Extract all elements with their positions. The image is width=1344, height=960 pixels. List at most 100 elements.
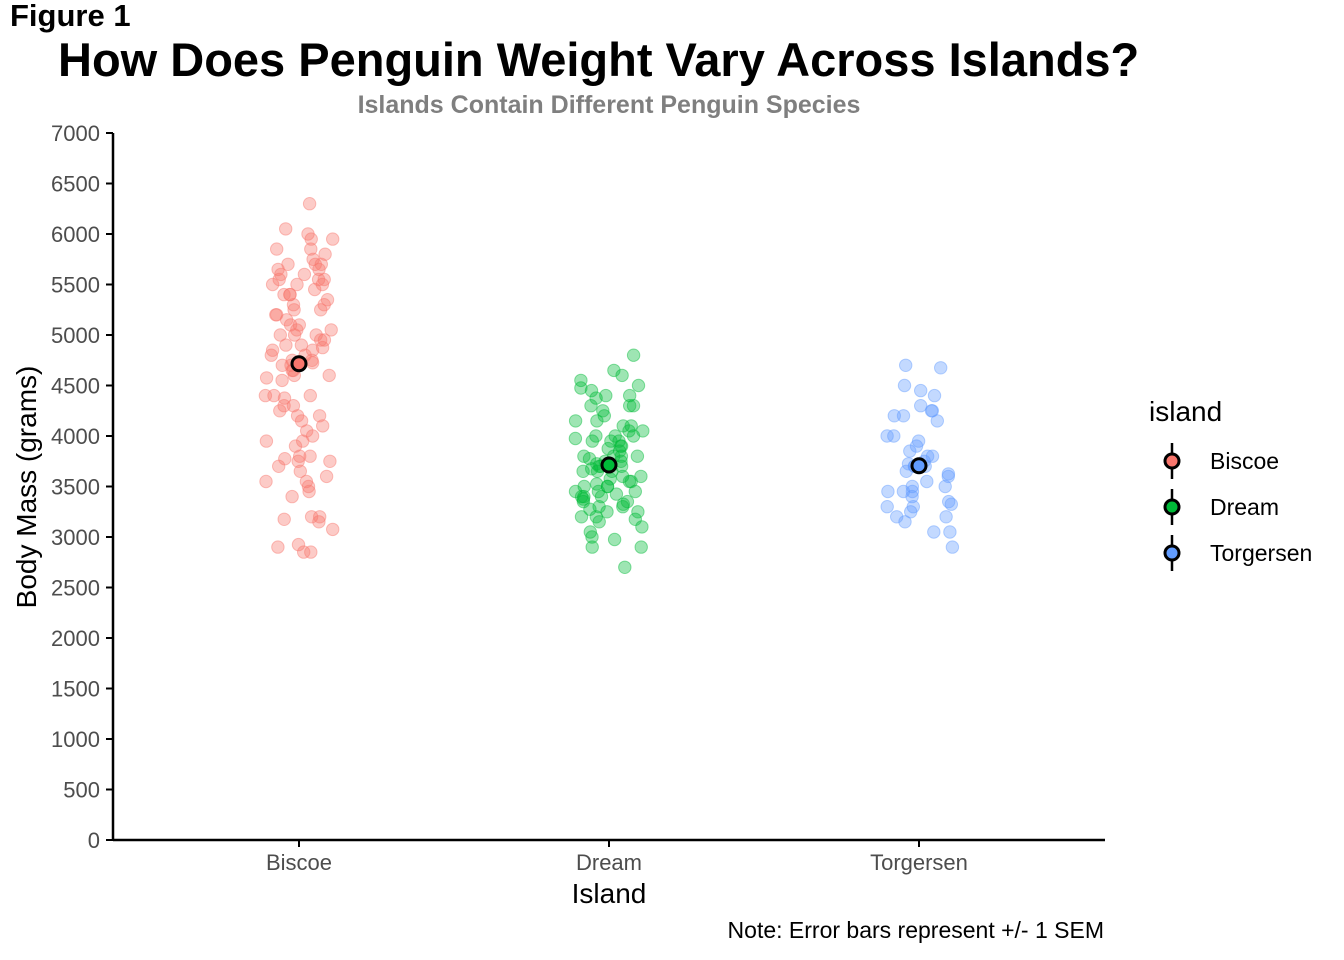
data-point-dream	[626, 429, 641, 443]
data-point-dream	[589, 391, 603, 405]
data-point-biscoe	[313, 510, 327, 524]
data-point-biscoe	[323, 454, 337, 468]
data-point-torgersen	[939, 510, 953, 524]
y-tick-label: 2500	[51, 576, 100, 601]
data-point-torgersen	[938, 479, 952, 494]
data-point-dream	[614, 449, 629, 463]
data-point-torgersen	[896, 409, 911, 423]
data-point-biscoe	[306, 252, 320, 266]
data-point-torgersen	[941, 467, 956, 481]
data-point-torgersen	[881, 484, 895, 499]
data-point-biscoe	[273, 404, 287, 418]
x-axis-title: Island	[572, 878, 647, 909]
data-point-biscoe	[312, 262, 326, 277]
data-point-biscoe	[308, 282, 322, 297]
data-point-biscoe	[314, 303, 328, 317]
data-point-biscoe	[304, 545, 318, 559]
data-point-biscoe	[274, 267, 288, 282]
data-point-biscoe	[297, 267, 312, 282]
data-point-torgersen	[925, 449, 940, 463]
data-point-torgersen	[898, 515, 912, 529]
y-tick-label: 4000	[51, 424, 100, 449]
data-point-biscoe	[285, 489, 299, 504]
data-point-torgersen	[924, 404, 939, 418]
data-point-torgersen	[944, 497, 958, 511]
data-point-dream	[622, 474, 637, 489]
x-tick-label: Torgersen	[870, 850, 968, 875]
data-point-biscoe	[302, 484, 316, 499]
data-point-biscoe	[293, 464, 307, 478]
data-point-biscoe	[303, 449, 317, 463]
data-point-dream	[607, 532, 622, 547]
data-point-torgersen	[897, 378, 912, 393]
data-point-dream	[590, 477, 604, 491]
y-tick-label: 500	[63, 778, 100, 803]
data-point-dream	[628, 484, 642, 499]
data-point-dream	[600, 505, 614, 519]
data-point-biscoe	[319, 469, 334, 484]
data-point-torgersen	[880, 429, 894, 443]
data-point-dream	[624, 474, 638, 489]
data-point-biscoe	[283, 318, 298, 332]
data-point-dream	[616, 500, 630, 514]
data-point-dream	[574, 510, 589, 524]
data-point-dream	[594, 489, 609, 504]
data-point-biscoe	[259, 371, 274, 385]
figure-label: Figure 1	[10, 0, 131, 33]
data-point-dream	[585, 434, 599, 448]
data-point-biscoe	[301, 479, 316, 494]
data-point-dream	[589, 510, 603, 524]
data-point-biscoe	[301, 227, 315, 241]
data-point-torgersen	[927, 388, 942, 403]
chart-title: How Does Penguin Weight Vary Across Isla…	[58, 33, 1140, 86]
y-tick-label: 6500	[51, 172, 100, 197]
data-point-torgersen	[914, 399, 928, 413]
data-point-biscoe	[294, 338, 309, 352]
data-point-biscoe	[315, 277, 330, 292]
y-tick-label: 1500	[51, 677, 100, 702]
x-tick-label: Biscoe	[266, 850, 332, 875]
data-point-biscoe	[312, 409, 327, 423]
data-point-dream	[631, 505, 645, 519]
data-point-dream	[600, 479, 615, 494]
data-point-torgersen	[914, 383, 928, 398]
data-point-dream	[574, 373, 588, 388]
data-point-biscoe	[288, 439, 303, 453]
data-point-dream	[592, 500, 606, 514]
data-point-biscoe	[270, 242, 284, 256]
data-point-biscoe	[290, 409, 305, 423]
data-point-biscoe	[271, 540, 285, 554]
data-point-biscoe	[271, 262, 285, 277]
data-point-torgersen	[887, 429, 901, 443]
data-point-biscoe	[278, 452, 292, 466]
data-point-dream	[615, 469, 630, 484]
data-point-biscoe	[259, 434, 274, 448]
legend-item-torgersen: Torgersen	[1163, 535, 1312, 571]
data-point-dream	[616, 419, 630, 433]
y-axis-title: Body Mass (grams)	[11, 366, 42, 609]
data-point-biscoe	[309, 328, 323, 342]
data-point-dream	[634, 540, 648, 554]
mean-marker-dream	[600, 456, 618, 474]
data-point-biscoe	[279, 222, 293, 236]
data-point-dream	[577, 449, 591, 463]
data-point-biscoe	[291, 454, 305, 468]
data-point-torgersen	[943, 525, 957, 539]
data-point-torgersen	[927, 525, 941, 539]
data-point-biscoe	[270, 308, 284, 322]
data-point-biscoe	[311, 272, 326, 287]
data-point-biscoe	[305, 429, 320, 443]
data-point-biscoe	[290, 277, 304, 292]
data-point-biscoe	[283, 287, 297, 302]
data-point-biscoe	[279, 338, 293, 352]
data-point-dream	[585, 530, 599, 544]
legend-item-biscoe: Biscoe	[1163, 443, 1279, 479]
data-point-dream	[623, 388, 637, 403]
data-point-torgersen	[925, 404, 939, 418]
data-point-biscoe	[291, 537, 306, 552]
data-point-dream	[600, 479, 615, 494]
data-point-dream	[612, 434, 626, 448]
data-point-dream	[592, 515, 606, 529]
data-point-torgersen	[942, 494, 956, 509]
